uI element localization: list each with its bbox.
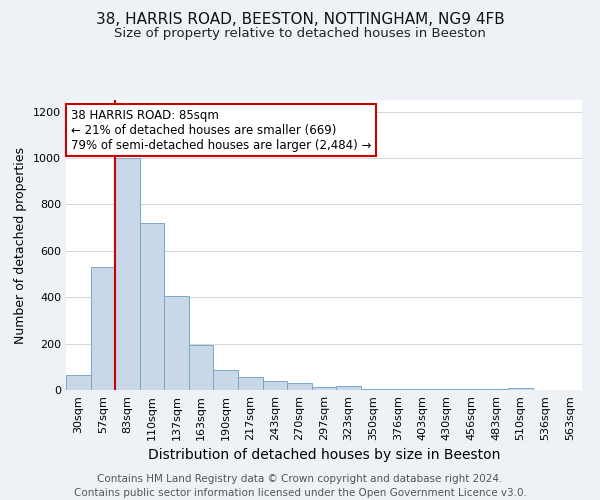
Text: Contains HM Land Registry data © Crown copyright and database right 2024.
Contai: Contains HM Land Registry data © Crown c… — [74, 474, 526, 498]
Bar — [140, 223, 164, 390]
Bar — [434, 389, 459, 390]
Bar — [312, 386, 336, 390]
Bar — [361, 389, 385, 390]
Bar — [66, 375, 91, 390]
Bar — [287, 382, 312, 390]
Bar — [115, 158, 140, 390]
X-axis label: Distribution of detached houses by size in Beeston: Distribution of detached houses by size … — [148, 448, 500, 462]
Y-axis label: Number of detached properties: Number of detached properties — [14, 146, 28, 344]
Text: 38 HARRIS ROAD: 85sqm
← 21% of detached houses are smaller (669)
79% of semi-det: 38 HARRIS ROAD: 85sqm ← 21% of detached … — [71, 108, 371, 152]
Bar — [91, 267, 115, 390]
Text: Size of property relative to detached houses in Beeston: Size of property relative to detached ho… — [114, 28, 486, 40]
Bar — [410, 389, 434, 390]
Bar — [263, 381, 287, 390]
Bar — [484, 389, 508, 390]
Bar — [508, 388, 533, 390]
Bar — [189, 345, 214, 390]
Bar — [336, 386, 361, 390]
Bar — [214, 370, 238, 390]
Text: 38, HARRIS ROAD, BEESTON, NOTTINGHAM, NG9 4FB: 38, HARRIS ROAD, BEESTON, NOTTINGHAM, NG… — [95, 12, 505, 28]
Bar — [385, 389, 410, 390]
Bar — [164, 296, 189, 390]
Bar — [459, 389, 484, 390]
Bar — [238, 376, 263, 390]
